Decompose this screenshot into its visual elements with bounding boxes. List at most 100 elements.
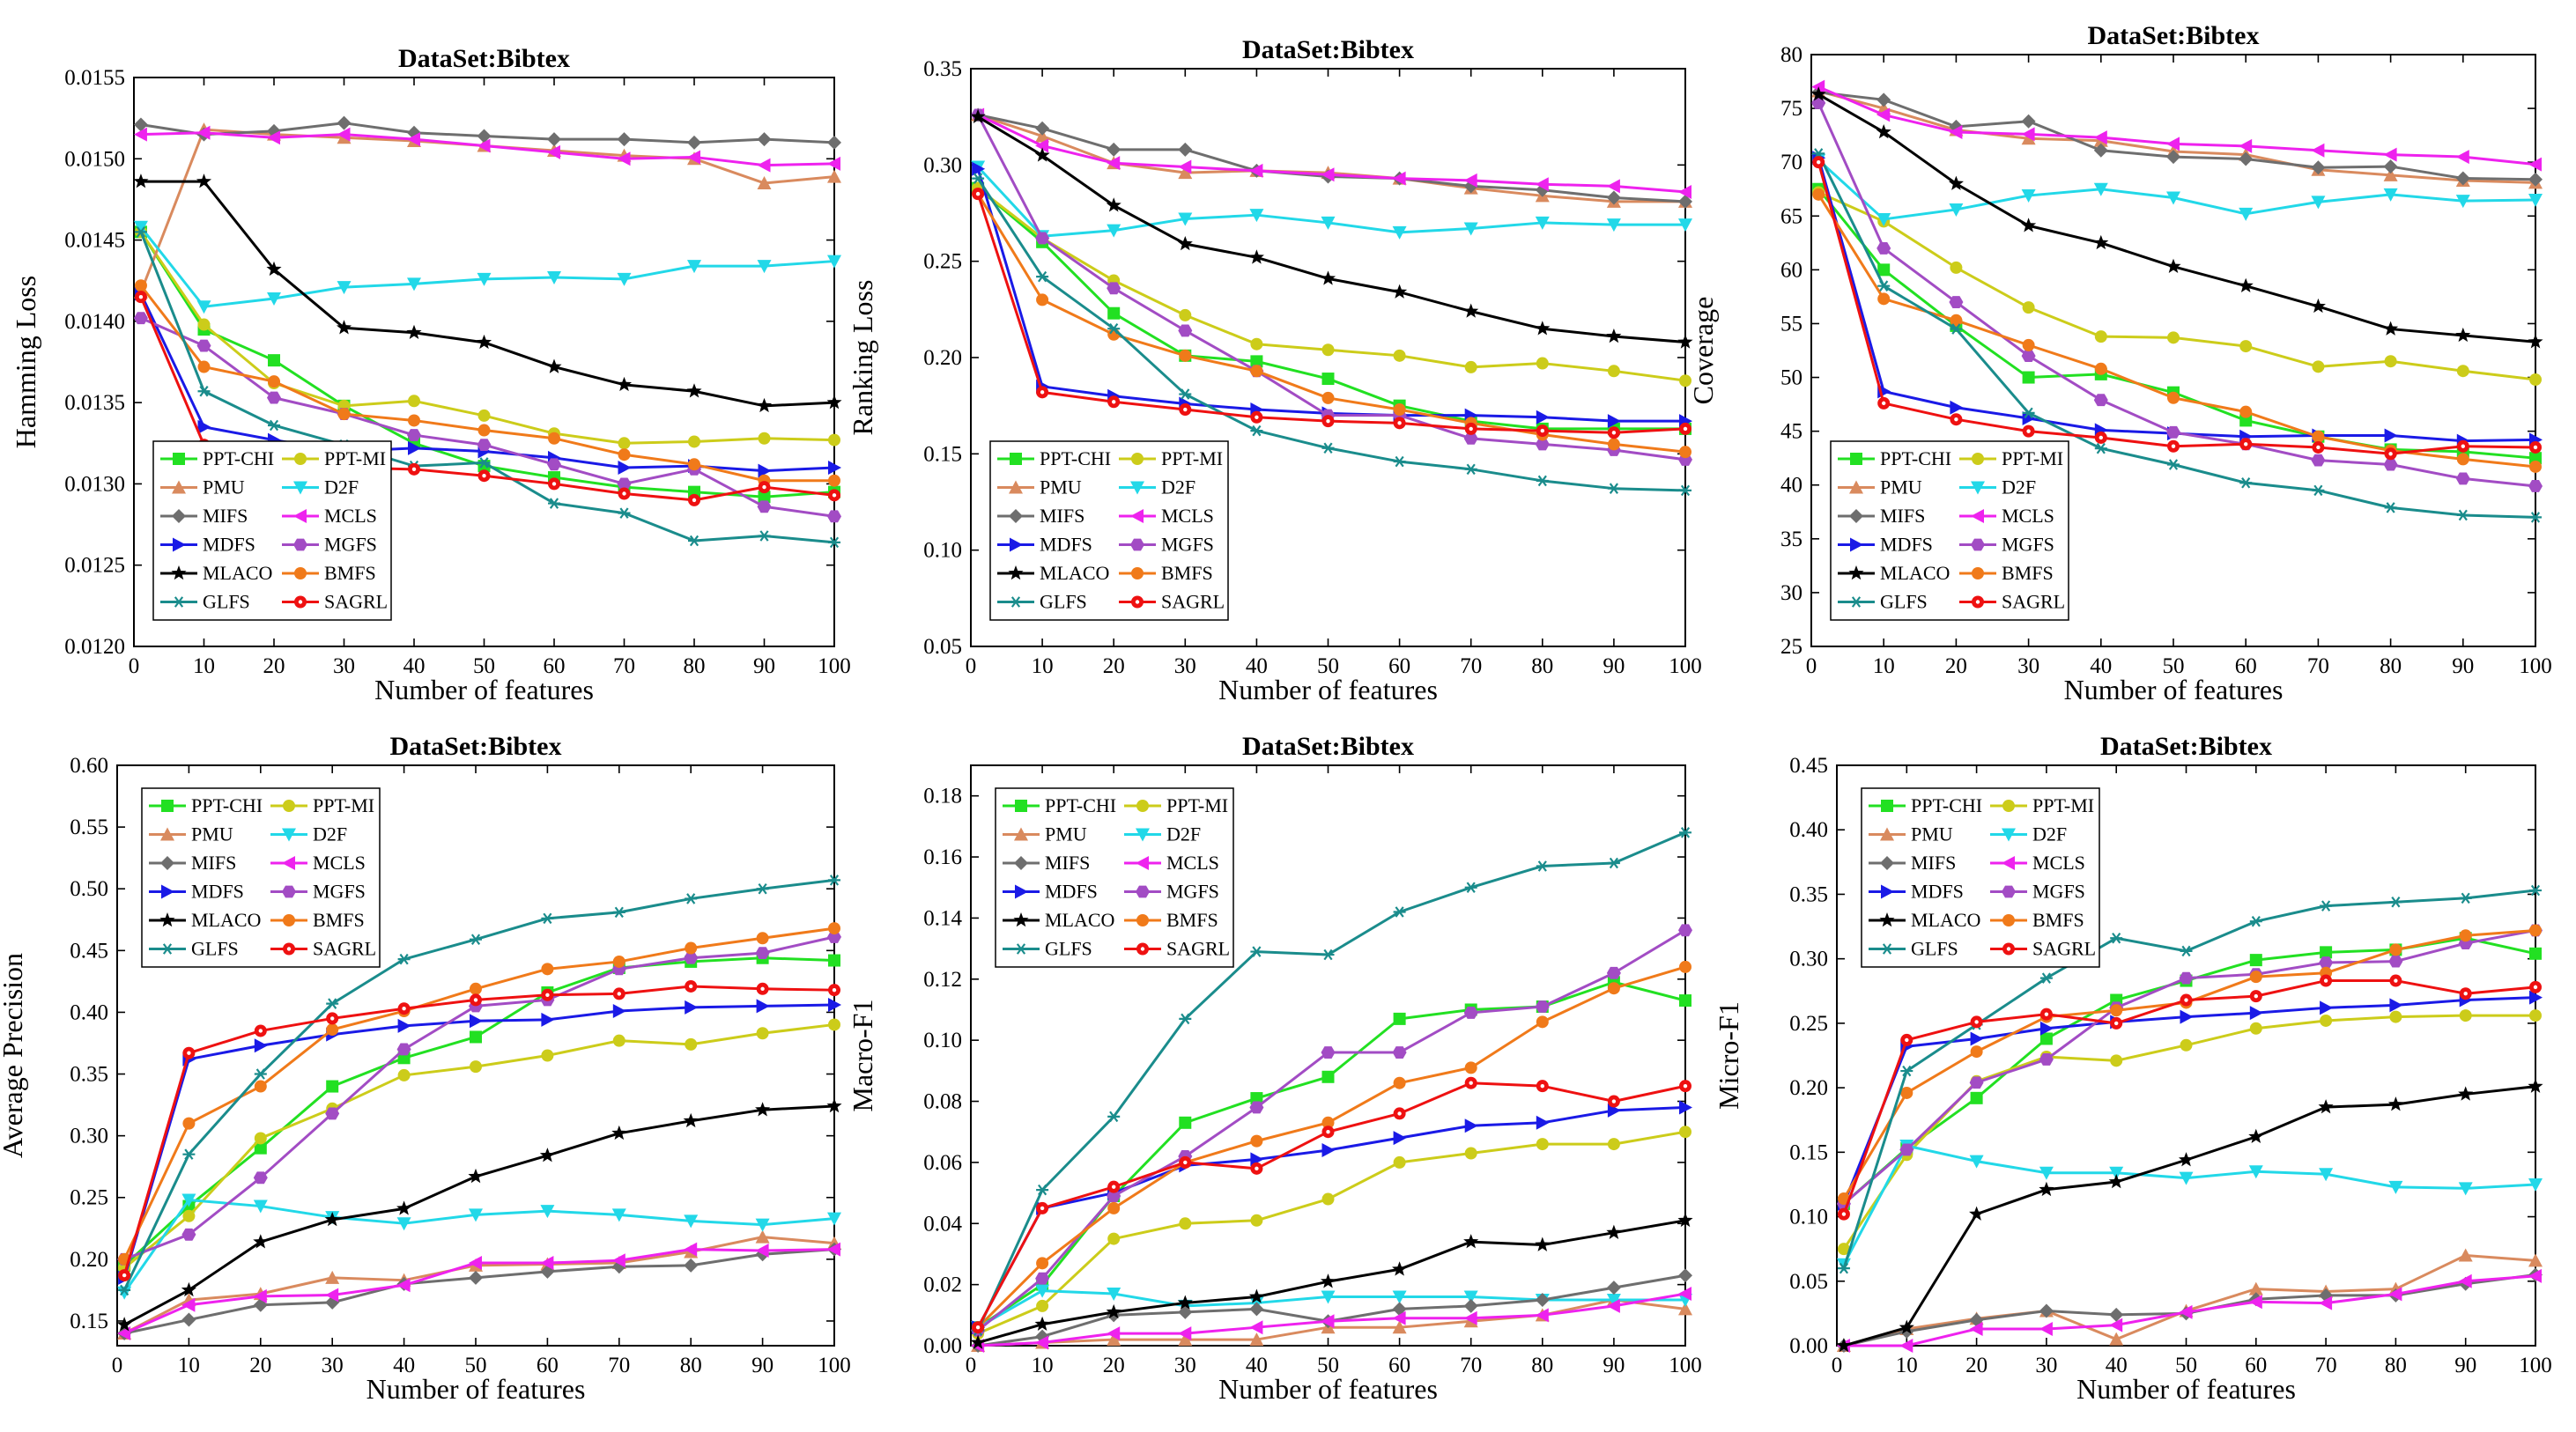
chart-5-point-ppt-mi (1464, 1147, 1477, 1160)
chart-5-legend-label-mcls: MCLS (1166, 852, 1219, 874)
chart-2-point-d2f (1249, 209, 1264, 223)
chart-1-point-pmu (827, 169, 841, 183)
chart-5-point-mgfs (1392, 1046, 1407, 1059)
chart-6: DataSet:Bibtex 0 10 20 30 40 50 60 70 80 90 100 0.00… (1713, 732, 2552, 1405)
chart-2-point-d2f (1107, 224, 1121, 238)
chart-1-point-d2f (687, 260, 701, 274)
chart-1-y-tick-label: 0.0145 (64, 229, 125, 253)
chart-2-point-mifs (1606, 190, 1621, 205)
chart-4-legend-marker-glfs (161, 943, 174, 955)
chart-1-point-mcls (617, 151, 631, 166)
chart-4-point-mlaco (683, 1112, 699, 1128)
chart-5-point-bmfs (1536, 1015, 1549, 1029)
chart-1-point-mlaco (266, 261, 282, 277)
chart-4-point-pmu (325, 1270, 340, 1284)
chart-3-point-mgfs (2455, 472, 2470, 485)
chart-4-point-mlaco (181, 1281, 196, 1297)
chart-4-point-mcls (684, 1242, 698, 1257)
chart-6-series-mcls (1836, 1268, 2542, 1353)
chart-3-legend-marker-d2f (1971, 481, 1985, 495)
chart-1-legend-label-ppt-mi: PPT-MI (324, 447, 386, 469)
chart-2-point-mlaco (1535, 321, 1551, 336)
chart-1-x-tick-label: 90 (753, 654, 775, 678)
chart-6-point-mcls (1969, 1321, 1983, 1336)
chart-5-point-mcls (1606, 1298, 1620, 1313)
chart-3-line-ppt-chi (1817, 188, 2536, 460)
chart-1-legend-marker-d2f (293, 481, 307, 495)
chart-2-x-tick-label: 0 (966, 654, 977, 678)
chart-1-x-axis-label: Number of features (374, 674, 594, 705)
chart-1-point-bmfs (828, 474, 840, 487)
chart-5-series-bmfs (972, 960, 1691, 1334)
chart-5-legend: PPT-CHI PPT-MI PMU D2F MIFS MCLS MDFS MGFS MLACO… (995, 787, 1234, 968)
chart-1-point-ppt-mi (197, 318, 211, 331)
chart-3-point-mgfs (1949, 296, 1964, 308)
chart-5-point-sagrl-marker-dot (1255, 1166, 1259, 1171)
chart-6-series-sagrl (1837, 974, 2542, 1221)
chart-4-point-mifs (469, 1270, 483, 1285)
chart-2-y-tick-label: 0.15 (923, 442, 962, 466)
chart-6-point-d2f (1969, 1155, 1984, 1169)
chart-5-point-mifs (1606, 1281, 1621, 1295)
chart-3-legend-marker-ppt-mi (1972, 453, 1984, 465)
chart-3-legend: PPT-CHI PPT-MI PMU D2F MIFS MCLS MDFS MGFS MLACO… (1830, 440, 2069, 621)
chart-4-point-glfs (326, 998, 339, 1009)
chart-2-legend-label-mifs: MIFS (1040, 505, 1084, 527)
chart-5-y-tick-label: 0.06 (923, 1151, 962, 1175)
chart-6-legend-marker-pmu (1880, 827, 1894, 841)
chart-3-x-tick-label: 0 (1806, 654, 1817, 678)
chart-6-point-mcls (2179, 1304, 2193, 1319)
chart-3-point-ppt-mi (2312, 360, 2325, 373)
chart-5-point-bmfs (1036, 1257, 1049, 1270)
chart-3-point-ppt-mi (2529, 373, 2542, 386)
chart-5-point-mdfs (1536, 1115, 1550, 1130)
chart-6-point-glfs (2180, 945, 2193, 957)
chart-4-legend-label-mcls: MCLS (313, 852, 366, 874)
chart-3-point-bmfs (2239, 405, 2253, 418)
chart-2-x-tick-label: 70 (1460, 654, 1482, 678)
chart-4-line-pmu (123, 1236, 835, 1335)
chart-6-point-mgfs (2388, 955, 2403, 968)
chart-3-point-d2f (2455, 195, 2470, 209)
chart-5-point-ppt-mi (1036, 1299, 1049, 1312)
chart-2-legend-label-bmfs: BMFS (1161, 562, 1213, 584)
chart-6-point-bmfs (2110, 1004, 2123, 1017)
chart-6-legend-marker-mcls (2002, 856, 2015, 870)
chart-3-legend-box (1830, 440, 2069, 621)
chart-2-point-glfs (1536, 475, 1549, 487)
chart-4-legend-marker-d2f (282, 828, 296, 842)
chart-6-point-ppt-chi (2249, 954, 2262, 967)
chart-4-point-mcls (827, 1242, 840, 1257)
chart-4-point-ppt-mi (612, 1034, 625, 1047)
chart-5-legend-marker-mlaco (1013, 912, 1029, 927)
chart-4-point-mdfs (470, 1014, 483, 1029)
chart-3-point-mgfs (2311, 454, 2326, 467)
chart-3-legend-label-mdfs: MDFS (1880, 534, 1933, 556)
chart-5-legend-marker-mdfs (1015, 884, 1028, 899)
chart-4-legend-marker-sagrl-marker-dot (286, 947, 292, 951)
chart-3-legend-marker-glfs (1850, 596, 1862, 608)
chart-3-y-tick-label: 65 (1780, 204, 1802, 228)
chart-1-point-mifs (687, 135, 701, 150)
chart-2-point-ppt-mi (1393, 349, 1406, 362)
chart-2-x-tick-label: 80 (1531, 654, 1553, 678)
chart-2-point-mgfs (1178, 324, 1193, 337)
chart-1-point-bmfs (134, 279, 147, 292)
chart-3-x-tick-label: 70 (2307, 654, 2329, 678)
chart-3-point-ppt-chi (1877, 263, 1891, 277)
chart-3-point-mlaco (2165, 258, 2181, 273)
chart-6-point-mlaco (1969, 1206, 1985, 1221)
chart-6-legend-marker-mlaco (1879, 912, 1895, 927)
chart-1-y-tick-label: 0.0150 (64, 147, 125, 171)
chart-3-point-bmfs (1950, 314, 1963, 327)
chart-6-point-ppt-chi (2039, 1032, 2053, 1045)
chart-1-point-mifs (547, 132, 561, 147)
chart-5-point-mcls (1535, 1308, 1549, 1323)
chart-6-legend-marker-d2f (2002, 828, 2016, 842)
chart-4-point-sagrl-marker-dot (402, 1007, 406, 1011)
chart-3-point-mifs (2166, 150, 2180, 165)
chart-2-point-bmfs (1679, 446, 1691, 459)
chart-1-point-sagrl-marker-dot (138, 294, 144, 299)
chart-3-point-mlaco (2021, 218, 2037, 233)
chart-5-point-mgfs (1678, 924, 1692, 937)
